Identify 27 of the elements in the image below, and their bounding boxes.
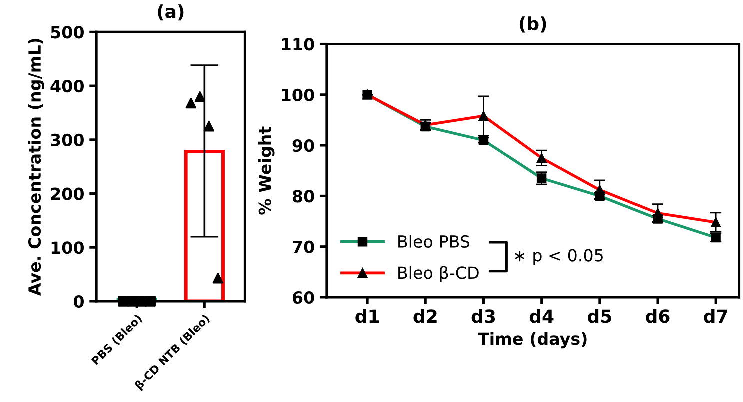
y-tick-label: 60 xyxy=(292,291,314,304)
x-tick-label: d3 xyxy=(472,309,496,324)
x-tick-label: d4 xyxy=(530,309,554,324)
y-tick-label: 300 xyxy=(51,134,84,146)
chart-title: (b) xyxy=(520,16,546,33)
y-tick-label: 70 xyxy=(293,240,314,254)
y-tick-label: 200 xyxy=(51,188,84,200)
y-tick-label: 500 xyxy=(51,26,84,39)
x-axis-title: Time (days) xyxy=(478,332,587,349)
x-tick-label: d2 xyxy=(414,309,437,324)
y-tick-label: 400 xyxy=(50,80,84,93)
y-tick-label: 100 xyxy=(282,88,314,102)
y-tick-label: 90 xyxy=(292,139,314,152)
x-tick-label: d6 xyxy=(646,309,670,324)
chart-title: (a) xyxy=(158,4,184,21)
x-tick-label: d5 xyxy=(588,309,612,324)
y-tick-label: 110 xyxy=(282,38,314,51)
y-tick-label: 100 xyxy=(52,242,84,254)
y-tick-label: 80 xyxy=(292,190,314,203)
legend-label: Bleo β-CD xyxy=(398,266,479,282)
y-axis-title: Ave. Concentration (ng/mL) xyxy=(28,39,44,296)
x-tick-label: d1 xyxy=(356,309,380,324)
x-tick-label: d7 xyxy=(704,309,728,324)
y-axis-title: % Weight xyxy=(258,126,275,215)
y-tick-label: 0 xyxy=(74,295,84,308)
annotation: ∗ p < 0.05 xyxy=(515,249,603,266)
legend-label: Bleo PBS xyxy=(398,235,470,248)
